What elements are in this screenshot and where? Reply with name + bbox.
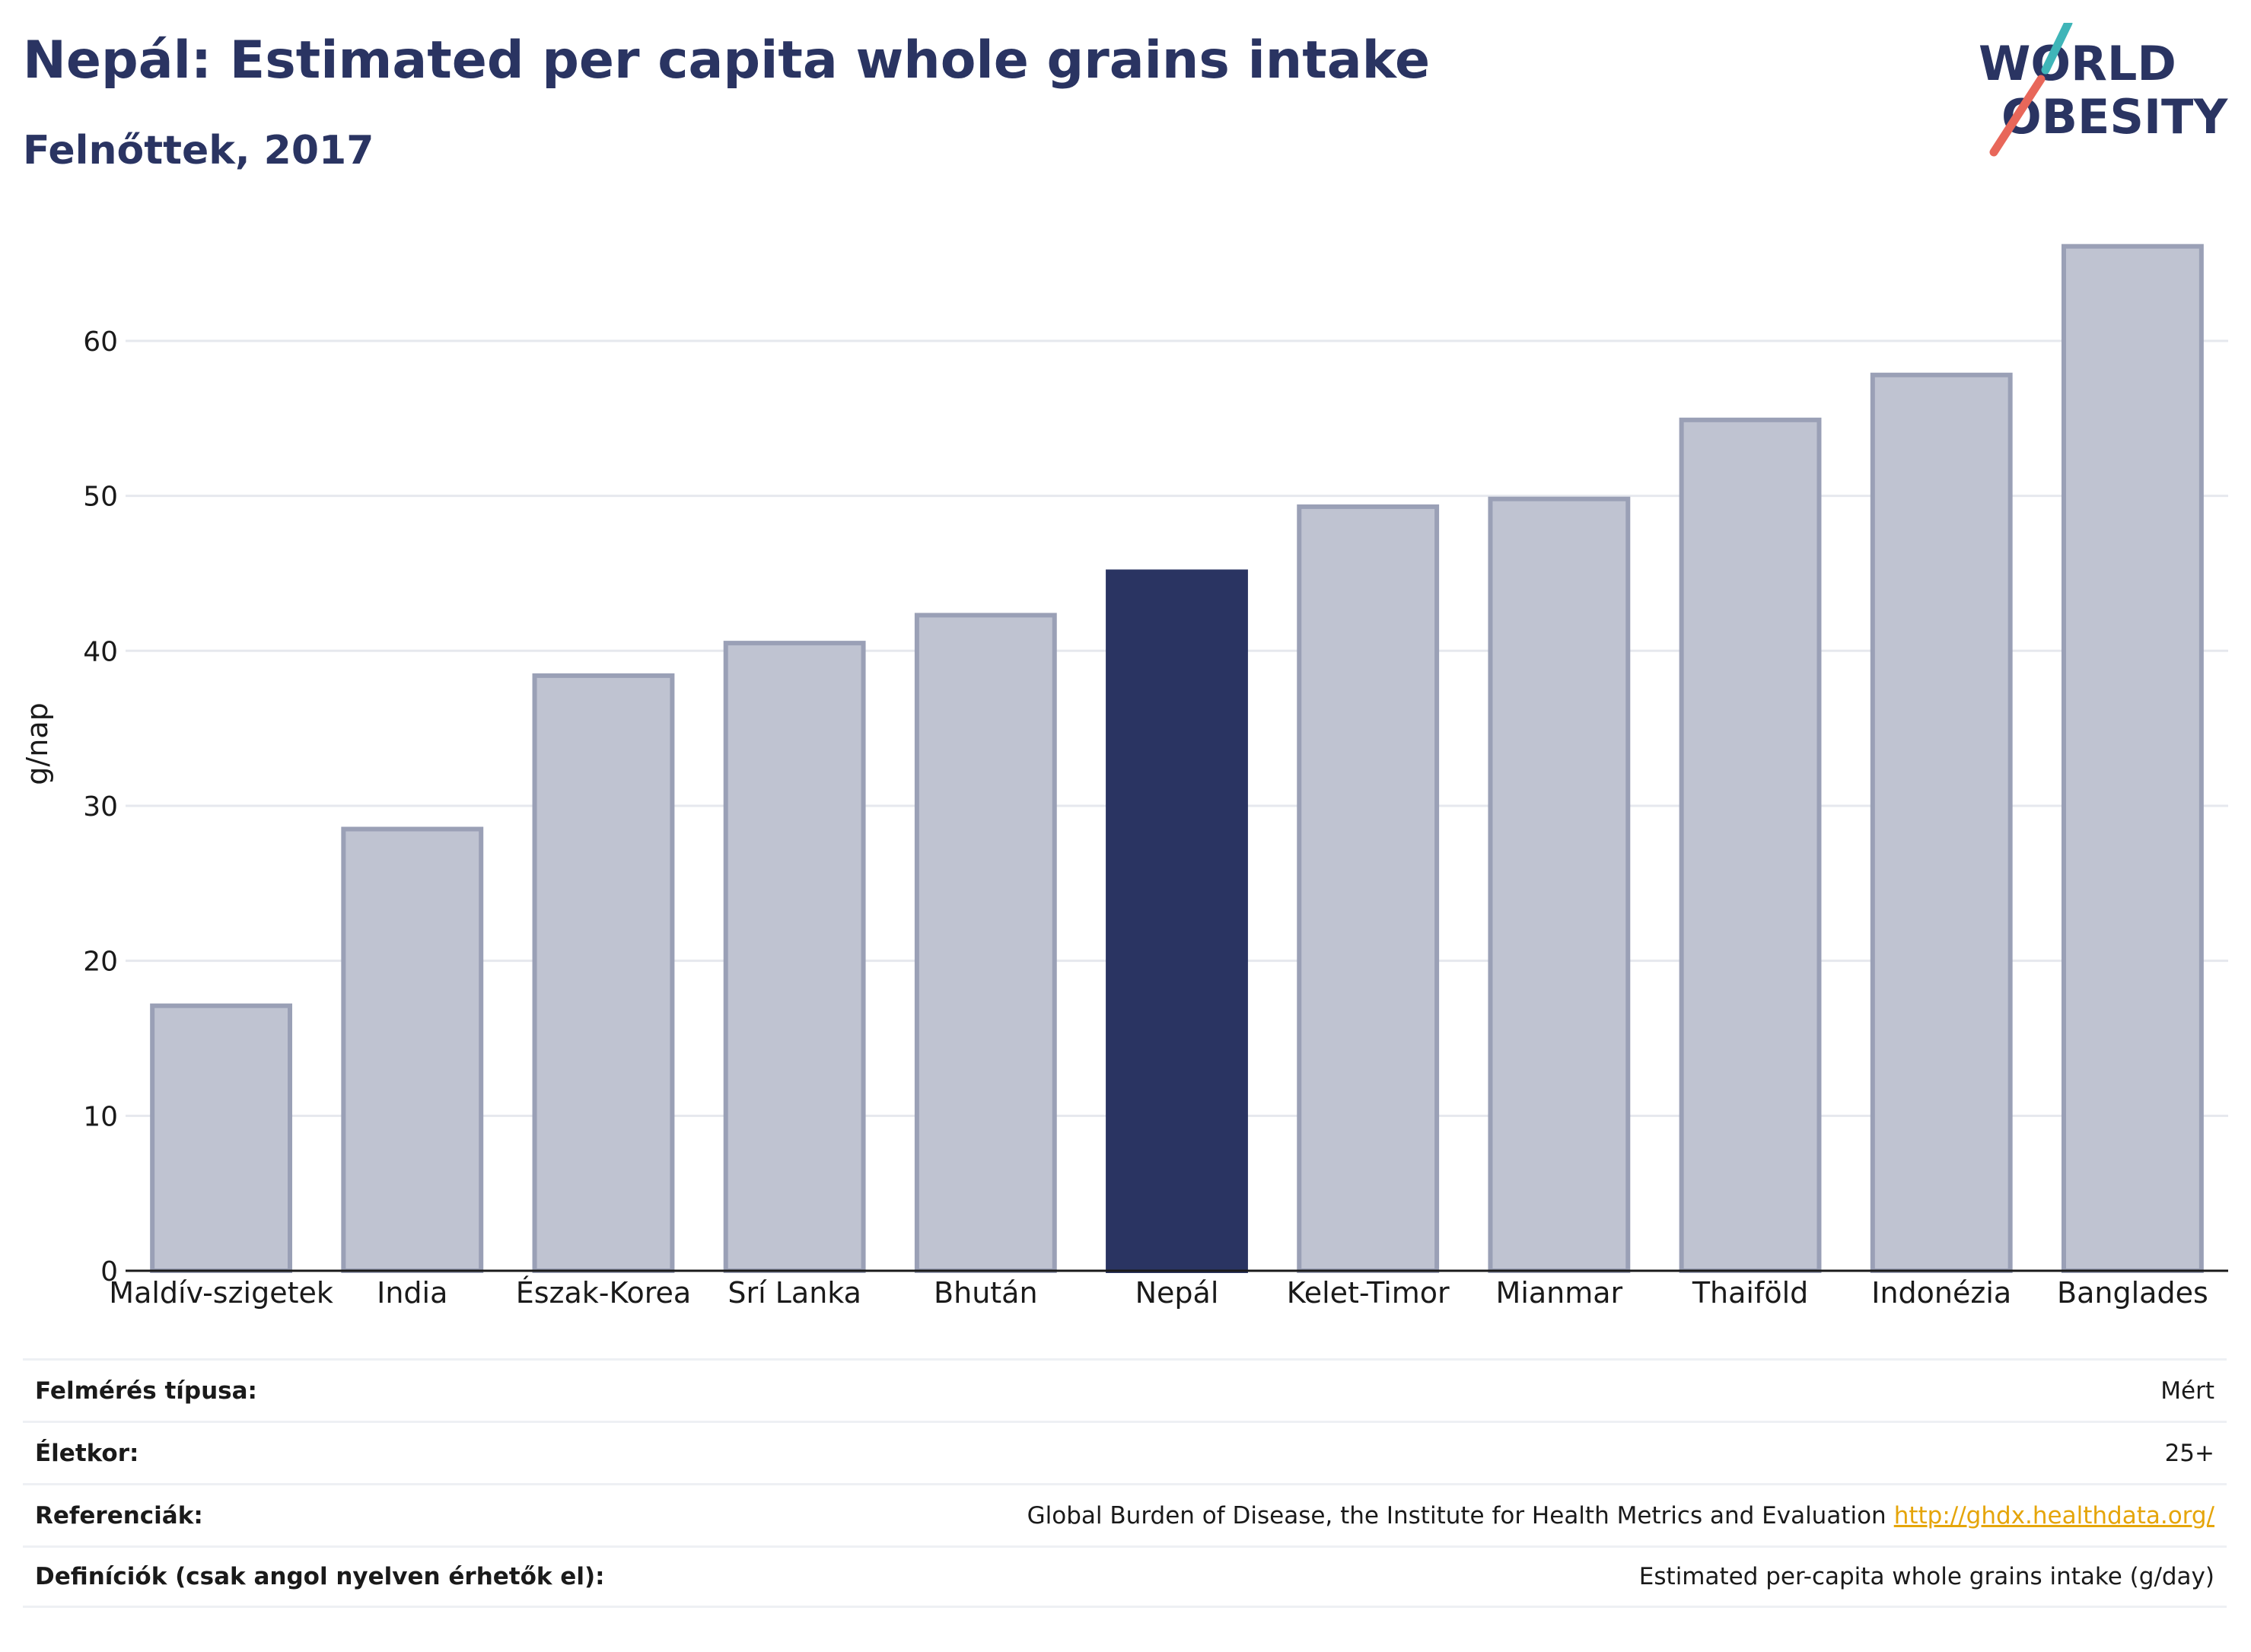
info-row-survey-type: Felmérés típusa: Mért xyxy=(23,1358,2227,1421)
bar xyxy=(1106,569,1248,1273)
y-tick-label: 0 xyxy=(100,1256,118,1288)
logo-line1: WORLD xyxy=(1979,36,2176,91)
bar xyxy=(723,641,866,1273)
bar xyxy=(150,1003,293,1274)
x-tick-label: Maldív-szigetek xyxy=(109,1276,333,1310)
bar xyxy=(1297,504,1440,1273)
info-label: Felmérés típusa: xyxy=(35,1377,257,1405)
bar xyxy=(914,613,1057,1273)
bar-chart: Maldív-szigetek India Észak-Korea Srí Lanka… xyxy=(21,244,2228,1310)
y-axis-title: g/nap xyxy=(21,702,54,785)
bar xyxy=(1679,417,1822,1273)
y-tick-label: 60 xyxy=(83,326,118,358)
y-tick-label: 40 xyxy=(83,636,118,667)
info-label: Életkor: xyxy=(35,1439,139,1467)
reference-link[interactable]: http://ghdx.healthdata.org/ xyxy=(1893,1501,2214,1529)
bar xyxy=(341,826,484,1274)
x-tick-label: Indonézia xyxy=(1871,1276,2011,1310)
info-row-references: Referenciák: Global Burden of Disease, t… xyxy=(23,1483,2227,1545)
x-tick-label: Srí Lanka xyxy=(728,1276,861,1310)
x-tick-label: Bhután xyxy=(934,1276,1038,1310)
bar xyxy=(1488,496,1631,1273)
info-value: Estimated per-capita whole grains intake… xyxy=(1638,1563,2214,1590)
x-tick-label: Mianmar xyxy=(1496,1276,1623,1310)
info-value: Mért xyxy=(2160,1377,2214,1405)
info-table: Felmérés típusa: Mért Életkor: 25+ Refer… xyxy=(23,1358,2227,1608)
x-tick-label: India xyxy=(377,1276,447,1310)
y-tick-label: 10 xyxy=(83,1101,118,1132)
logo-line2: OBESITY xyxy=(2001,89,2228,145)
logo-slash-teal xyxy=(2041,23,2073,75)
world-obesity-logo: WORLD OBESITY xyxy=(1979,23,2228,157)
info-row-definitions: Definíciók (csak angol nyelven érhetők e… xyxy=(23,1545,2227,1608)
bar xyxy=(1870,372,2013,1273)
y-tick-label: 20 xyxy=(83,947,118,978)
x-tick-label: Észak-Korea xyxy=(516,1276,692,1310)
info-value-wrap: Global Burden of Disease, the Institute … xyxy=(1027,1502,2214,1529)
y-tick-label: 30 xyxy=(83,791,118,823)
logo-slash-red xyxy=(1989,75,2046,157)
chart-subtitle: Felnőttek, 2017 xyxy=(23,128,374,173)
info-label: Referenciák: xyxy=(35,1501,203,1529)
bar xyxy=(2061,244,2204,1274)
info-row-age: Életkor: 25+ xyxy=(23,1421,2227,1483)
x-tick-label: Banglades xyxy=(2057,1276,2208,1310)
info-label: Definíciók (csak angol nyelven érhetők e… xyxy=(35,1563,605,1590)
x-tick-label: Thaiföld xyxy=(1692,1276,1808,1310)
y-tick-label: 50 xyxy=(83,482,118,513)
info-value: Global Burden of Disease, the Institute … xyxy=(1027,1501,1886,1529)
x-tick-label: Kelet-Timor xyxy=(1287,1276,1450,1310)
chart-title: Nepál: Estimated per capita whole grains… xyxy=(23,30,1431,91)
info-value: 25+ xyxy=(2164,1439,2214,1467)
x-tick-label: Nepál xyxy=(1135,1276,1219,1310)
bar xyxy=(532,673,675,1273)
